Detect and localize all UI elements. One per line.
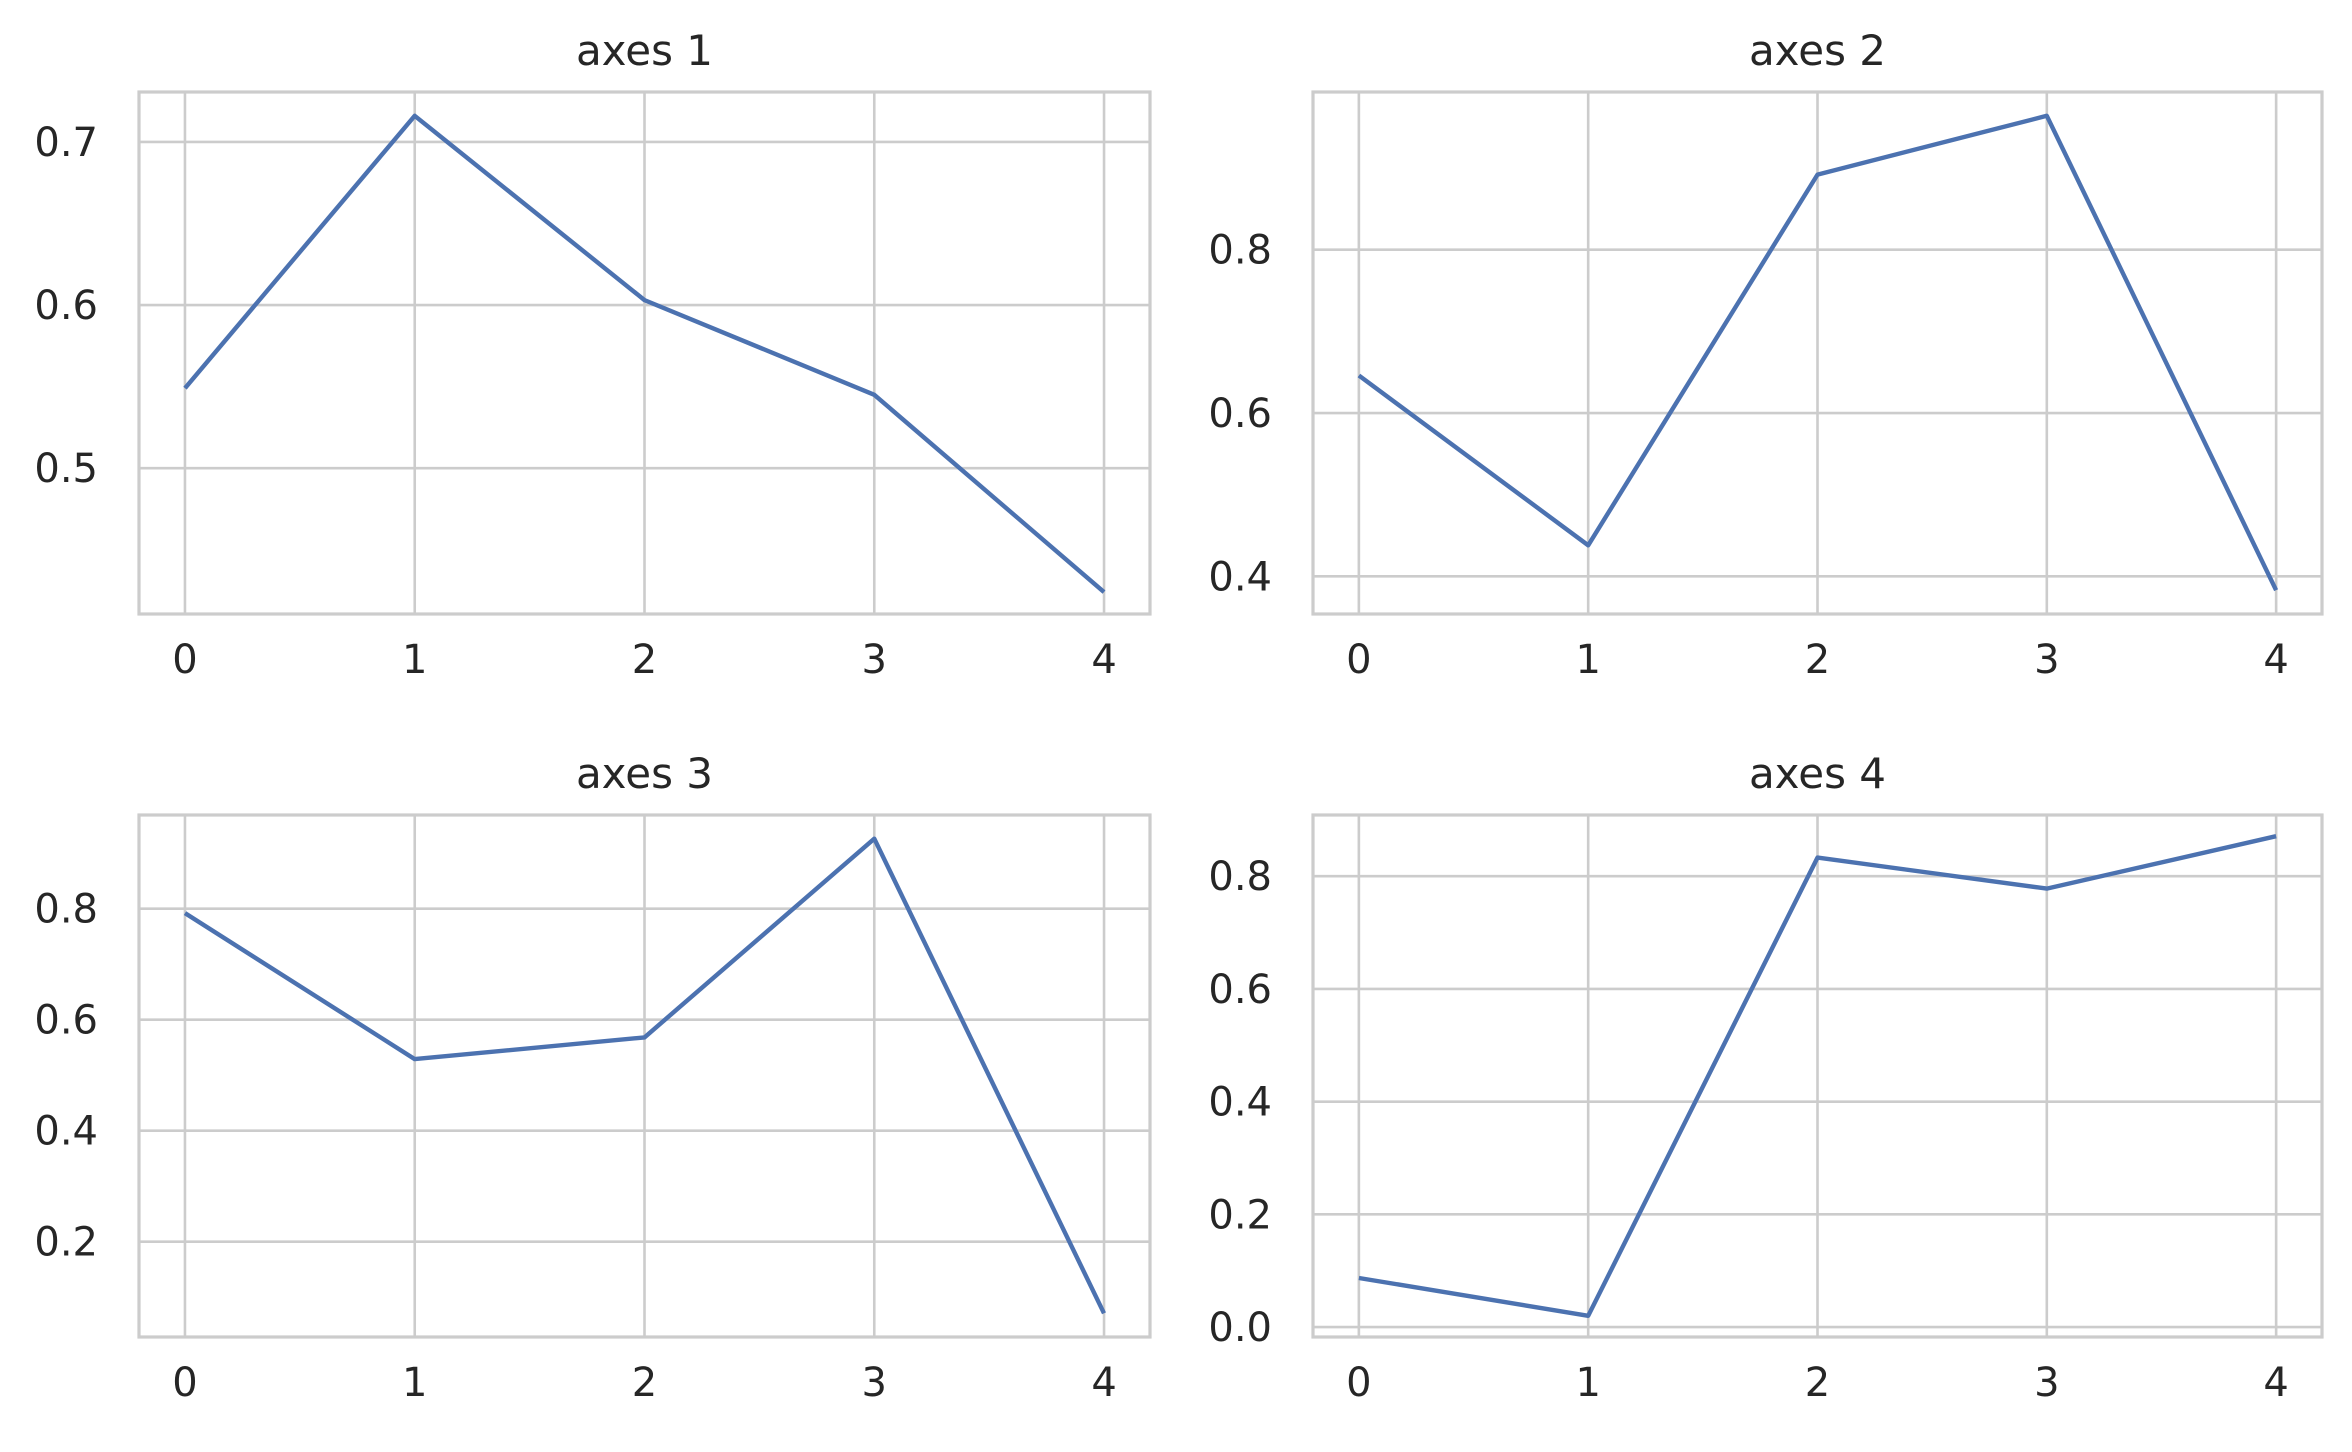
x-tick-label: 4 [1091, 1360, 1116, 1406]
y-tick-label: 0.2 [1208, 1192, 1272, 1238]
axes-title: axes 1 [576, 26, 713, 75]
y-tick-label: 0.8 [34, 887, 98, 933]
x-tick-label: 3 [862, 637, 887, 683]
y-tick-label: 0.2 [34, 1220, 98, 1266]
axes-frame [137, 90, 1152, 616]
y-tick-label: 0.0 [1208, 1305, 1272, 1351]
x-tick-label: 1 [402, 1360, 427, 1406]
axes-title: axes 4 [1749, 749, 1886, 798]
x-tick-label: 4 [2263, 637, 2288, 683]
x-tick-label: 1 [402, 637, 427, 683]
x-tick-label: 2 [632, 1360, 657, 1406]
x-tick-label: 1 [1575, 637, 1600, 683]
x-tick-label: 3 [2034, 637, 2059, 683]
y-tick-label: 0.8 [1208, 228, 1272, 274]
x-tick-label: 2 [1805, 1360, 1830, 1406]
subplot-2: 0 1 2 3 4 0.4 0.6 0.8 axes 2 [1208, 26, 2324, 683]
y-tick-label: 0.4 [34, 1109, 98, 1155]
y-tick-label: 0.6 [34, 283, 98, 329]
x-tick-label: 4 [1091, 637, 1116, 683]
x-tick-label: 0 [172, 1360, 197, 1406]
series-line [1358, 834, 2277, 1319]
x-tick-label: 0 [1346, 637, 1371, 683]
y-tick-label: 0.8 [1208, 854, 1272, 900]
axes-frame [1311, 90, 2324, 616]
subplot-3: 0 1 2 3 4 0.2 0.4 0.6 0.8 axes 3 [34, 749, 1152, 1406]
y-tick-label: 0.6 [34, 998, 98, 1044]
subplot-4: 0 1 2 3 4 0.0 0.2 0.4 0.6 0.8 axes 4 [1208, 749, 2324, 1406]
axes-frame [1311, 813, 2324, 1339]
x-tick-label: 2 [632, 637, 657, 683]
y-tick-label: 0.7 [34, 120, 98, 166]
series-line [1357, 113, 2279, 592]
x-tick-label: 0 [172, 637, 197, 683]
y-tick-label: 0.5 [34, 446, 98, 492]
axes-title: axes 2 [1749, 26, 1886, 75]
subplot-1: 0 1 2 3 4 0.5 0.6 0.7 axes 1 [34, 26, 1152, 683]
axes-title: axes 3 [576, 749, 713, 798]
series-line [183, 836, 1106, 1315]
x-tick-label: 2 [1805, 637, 1830, 683]
y-tick-label: 0.4 [1208, 1080, 1272, 1126]
x-tick-label: 0 [1346, 1360, 1371, 1406]
y-tick-label: 0.6 [1208, 391, 1272, 437]
series-line [183, 113, 1106, 594]
x-tick-label: 3 [862, 1360, 887, 1406]
y-tick-label: 0.6 [1208, 967, 1272, 1013]
x-tick-label: 1 [1575, 1360, 1600, 1406]
y-tick-label: 0.4 [1208, 554, 1272, 600]
axes-frame [137, 813, 1152, 1339]
x-tick-label: 4 [2263, 1360, 2288, 1406]
x-tick-label: 3 [2034, 1360, 2059, 1406]
